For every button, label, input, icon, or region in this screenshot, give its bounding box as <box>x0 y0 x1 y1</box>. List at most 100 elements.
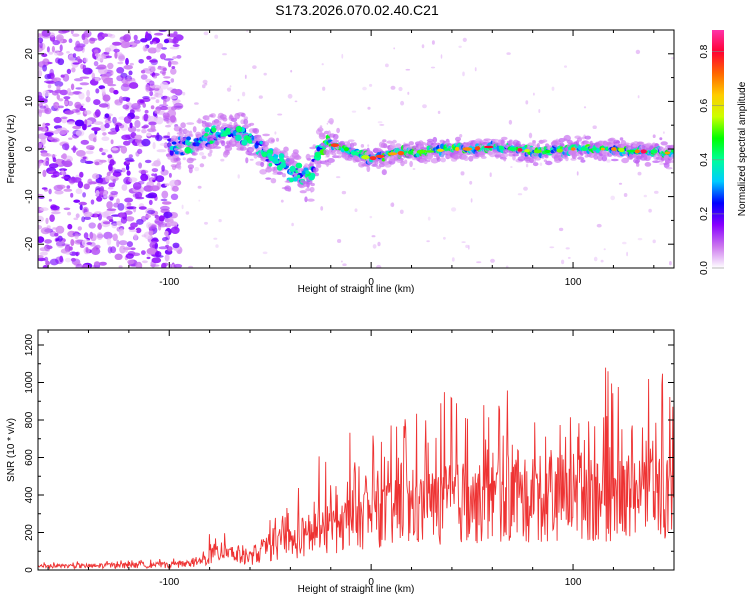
spectrogram-ridge-spot <box>204 132 208 137</box>
spectrogram-noise-blob <box>84 216 91 220</box>
spectrogram-noise-blob <box>160 53 166 60</box>
spectrogram-ridge-hotspot <box>580 147 589 151</box>
spectrogram-ridge-halo <box>243 118 249 126</box>
spectrogram-ridge-halo <box>207 152 212 157</box>
spectrogram-noise-blob <box>152 142 156 150</box>
spectrogram-noise-blob <box>38 255 44 259</box>
spectrogram-noise-blob <box>143 113 149 122</box>
spectrogram-noise-blob <box>99 261 107 266</box>
spectrogram-noise-blob <box>390 85 396 90</box>
snr-series-line <box>38 367 674 570</box>
spectrogram-noise-blob <box>86 145 95 150</box>
spectrogram-noise-blob <box>470 198 473 203</box>
spectrogram-noise-blob <box>163 58 174 61</box>
spectrogram-ridge-halo <box>192 126 197 133</box>
spectrogram-ridge-halo <box>532 162 539 167</box>
spectrogram-ridge-halo <box>563 134 571 142</box>
spectrogram-ridge-halo <box>660 141 668 146</box>
spectrogram-ridge-halo <box>430 142 439 146</box>
spectrogram-noise-blob <box>141 125 148 129</box>
spectrogram-noise-blob <box>336 176 341 179</box>
spectrogram-noise-blob <box>663 131 665 135</box>
spectrogram-ridge-halo <box>432 136 438 143</box>
spectrogram-ridge-halo <box>213 146 222 149</box>
spectrogram-noise-blob <box>38 193 44 197</box>
spectrogram-noise-blob <box>290 69 293 73</box>
spectrogram-noise-blob <box>40 152 49 157</box>
spectrogram-noise-blob <box>162 67 167 72</box>
spectrogram-ridge-halo <box>189 130 193 137</box>
spectrogram-noise-blob <box>103 190 108 199</box>
spectrogram-noise-blob <box>133 233 138 241</box>
spectrogram-noise-blob <box>39 105 47 109</box>
spectrogram-noise-blob <box>136 108 141 112</box>
spectrogram-noise-blob <box>652 239 656 244</box>
spectrogram-ridge-halo <box>480 155 487 159</box>
spectrogram-noise-blob <box>150 264 160 267</box>
spectrogram-ridge-halo <box>253 128 260 134</box>
spectrogram-ridge-halo <box>395 143 402 148</box>
spectrogram-ridge-hotspot <box>618 147 625 153</box>
spectrogram-ridge-hotspot <box>375 154 385 158</box>
spectrogram-ridge-halo <box>284 151 289 157</box>
spectrogram-noise-blob <box>54 81 64 87</box>
spectrogram-noise-blob <box>147 209 156 215</box>
snr-ylabel: SNR (10 * v/v) <box>6 418 17 482</box>
spectrogram-noise-blob <box>145 194 155 199</box>
spectrogram-noise-blob <box>115 124 120 133</box>
spectrogram-noise-blob <box>326 122 329 125</box>
spectrogram-ridge-spot <box>279 157 285 163</box>
spectrogram-noise-blob <box>52 138 58 142</box>
spectrogram-ridge-halo <box>663 162 670 169</box>
spectrogram-noise-blob <box>148 199 153 206</box>
spectrogram-noise-blob <box>104 47 112 53</box>
spectrogram-ridge-halo <box>528 157 534 164</box>
spectrogram-noise-blob <box>114 169 123 174</box>
snr-xtick-label: -100 <box>159 577 179 588</box>
spectrogram-noise-blob <box>109 196 114 201</box>
spectrogram-noise-blob <box>111 223 118 229</box>
colorbar-tick-label: 0.0 <box>699 261 710 275</box>
spectrogram-ridge-halo <box>208 114 214 118</box>
spectrogram-ridge-halo <box>327 158 335 163</box>
spectrogram-noise-blob <box>648 208 652 213</box>
spectrogram-ridge-halo <box>665 167 673 170</box>
spectrogram-noise-blob <box>391 202 395 208</box>
spectrogram-ridge-halo <box>192 152 198 156</box>
spectrogram-noise-blob <box>600 259 604 263</box>
spectrogram-noise-blob <box>280 199 284 203</box>
spectrogram-noise-blob <box>385 63 389 68</box>
spectrogram-noise-blob <box>52 157 57 163</box>
spectrogram-ridge-hotspot <box>634 149 640 154</box>
spectrogram-noise-blob <box>82 192 86 198</box>
spectrogram-noise-blob <box>75 213 80 218</box>
spectrogram-noise-blob <box>291 222 294 227</box>
spectrogram-ridge-halo <box>260 161 265 168</box>
spectrogram-ridge-spot <box>261 151 268 158</box>
spectrogram-noise-blob <box>113 89 119 95</box>
spectrogram-noise-blob <box>163 135 171 139</box>
spectrogram-ridge-halo <box>534 156 542 161</box>
spectrogram-ridge-spot <box>292 176 299 182</box>
spectrogram-noise-blob <box>83 211 93 217</box>
spectrogram-ridge-halo <box>209 149 213 154</box>
spectrogram-noise-blob <box>83 38 89 45</box>
spectrogram-noise-blob <box>181 204 184 210</box>
spectrogram-noise-blob <box>92 173 100 180</box>
spectrogram-noise-blob <box>63 188 73 192</box>
spectrogram-ridge-hotspot <box>455 146 460 152</box>
spectrogram-noise-blob <box>176 55 182 59</box>
spectrogram-noise-blob <box>61 143 70 151</box>
spectrogram-noise-blob <box>172 185 179 192</box>
spectrogram-ridge-halo <box>299 190 307 194</box>
spectrogram-ridge-halo <box>177 143 185 149</box>
spectrogram-noise-blob <box>137 148 143 155</box>
spectrogram-ridge-halo <box>440 157 447 163</box>
spectrogram-ridge-halo <box>273 166 278 171</box>
spectrogram-noise-blob <box>170 226 180 234</box>
spectrogram-noise-blob <box>576 171 579 176</box>
spectrogram-noise-blob <box>118 228 124 236</box>
spectrogram-ridge-halo <box>292 149 299 155</box>
spectrogram-noise-blob <box>73 45 84 52</box>
